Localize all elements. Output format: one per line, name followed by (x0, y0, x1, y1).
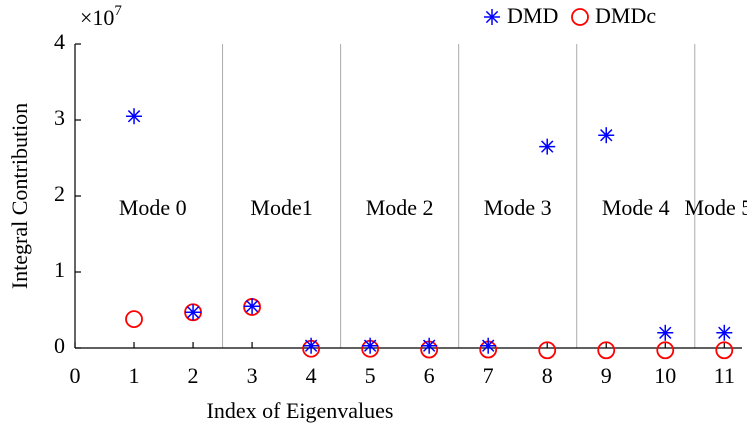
data-point (656, 341, 675, 360)
x-tick-label: 4 (306, 363, 317, 388)
asterisk-stroke (485, 10, 499, 24)
legend-label: DMD (507, 3, 558, 28)
data-point (125, 310, 143, 329)
circle-outline (125, 310, 143, 329)
multiplier-base: ×10 (80, 5, 114, 30)
data-point (480, 337, 497, 354)
data-point (539, 138, 556, 155)
x-tick-label: 7 (483, 363, 494, 388)
asterisk-stroke (186, 306, 200, 319)
x-axis-label: Index of Eigenvalues (207, 398, 394, 423)
data-point (185, 304, 202, 321)
mode-label: Mode1 (250, 195, 312, 220)
asterisk-stroke (718, 326, 731, 339)
circle-outline (538, 341, 557, 360)
x-tick-label: 11 (714, 363, 735, 388)
circle-outline (656, 341, 675, 360)
y-tick-label: 2 (54, 181, 65, 206)
y-tick-label: 4 (54, 29, 65, 54)
legend-marker (484, 9, 500, 25)
mode-label: Mode 0 (119, 195, 187, 220)
x-tick-label: 9 (601, 363, 612, 388)
axis-multiplier: ×107 (80, 3, 122, 30)
legend-label: DMDc (595, 3, 656, 28)
circle-outline (571, 8, 589, 26)
data-point (362, 337, 379, 354)
asterisk-stroke (659, 326, 672, 339)
circle-outline (715, 341, 734, 360)
y-tick-label: 1 (54, 257, 65, 282)
data-point (244, 298, 261, 315)
data-point (421, 337, 438, 354)
data-point (716, 324, 733, 341)
asterisk-stroke (481, 339, 495, 352)
legend-marker (571, 8, 589, 26)
mode-label: Mode 3 (484, 195, 552, 220)
data-point (715, 341, 734, 360)
x-tick-label: 1 (129, 363, 140, 388)
data-point (303, 337, 320, 354)
x-tick-label: 5 (365, 363, 376, 388)
asterisk-stroke (304, 339, 318, 352)
asterisk-stroke (245, 300, 259, 313)
x-tick-label: 6 (424, 363, 435, 388)
x-tick-label: 10 (654, 363, 676, 388)
x-tick-label: 0 (70, 363, 81, 388)
asterisk-stroke (127, 110, 141, 123)
x-tick-label: 2 (188, 363, 199, 388)
multiplier-exponent: 7 (114, 3, 122, 19)
data-point (538, 341, 557, 360)
asterisk-stroke (363, 339, 377, 352)
y-axis-label: Integral Contribution (7, 103, 32, 289)
circle-outline (597, 341, 616, 360)
data-point (126, 108, 143, 125)
x-tick-label: 8 (542, 363, 553, 388)
data-point (597, 341, 616, 360)
data-point (657, 324, 674, 341)
y-tick-label: 0 (54, 333, 65, 358)
data-point (598, 127, 615, 144)
mode-label: Mode 2 (366, 195, 434, 220)
mode-label: Mode 5 (684, 195, 747, 220)
y-tick-label: 3 (54, 105, 65, 130)
asterisk-stroke (600, 129, 613, 142)
asterisk-stroke (541, 140, 554, 153)
asterisk-stroke (422, 339, 436, 352)
x-tick-label: 3 (247, 363, 258, 388)
mode-label: Mode 4 (602, 195, 670, 220)
